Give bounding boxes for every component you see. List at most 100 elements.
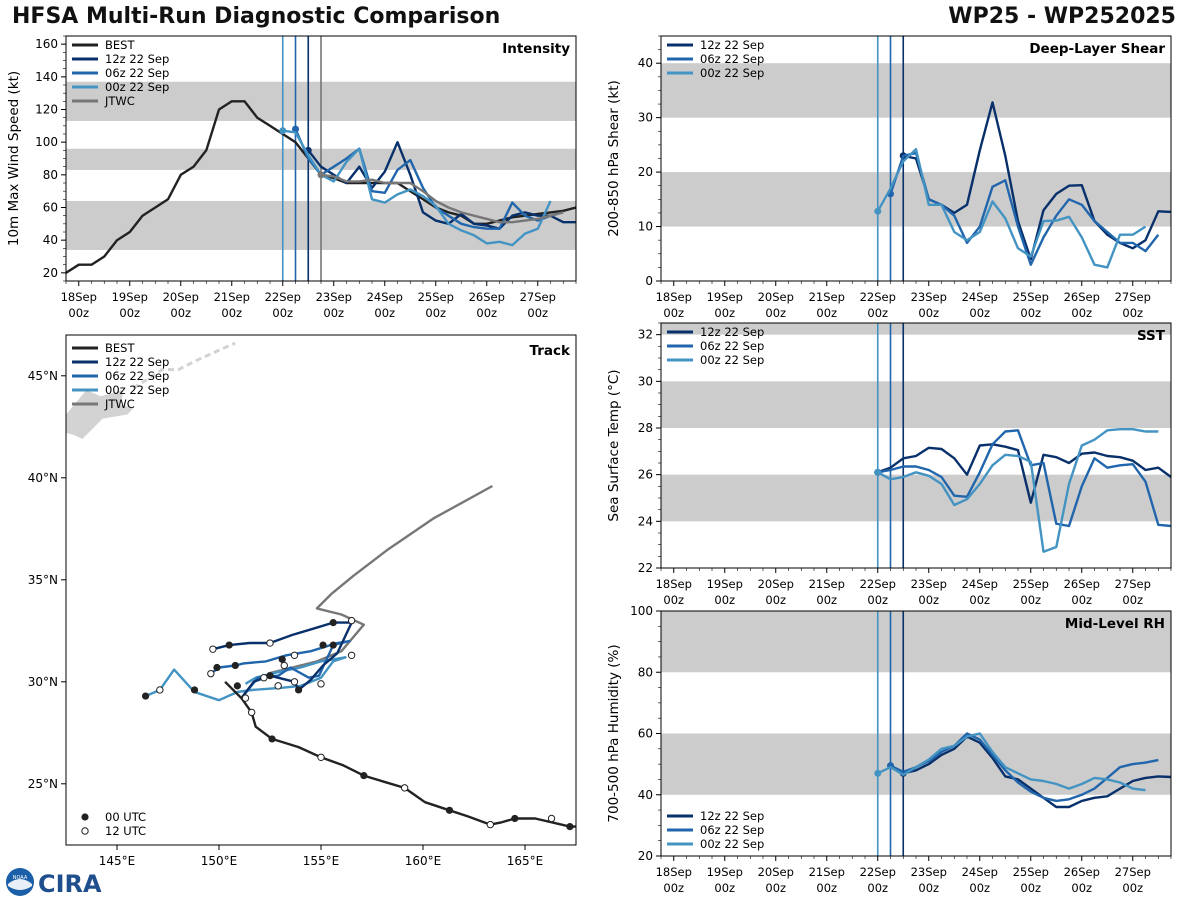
x-tick-sublabel: 00z [867,881,888,895]
x-tick-label: 19Sep [707,577,743,591]
x-tick-label: 22Sep [860,865,896,879]
x-tick-label: 23Sep [911,865,947,879]
x-tick-label: 18Sep [656,865,692,879]
noaa-badge-text: NOAA [13,875,28,881]
threshold-band [661,63,1171,118]
x-tick-sublabel: 00z [714,593,735,607]
marker-legend-swatch [81,827,89,835]
series-line-run06 [889,151,1160,266]
x-tick-sublabel: 00z [765,306,786,320]
chart-title: SST [1137,328,1166,344]
track-point-12utc [547,814,556,823]
track-line-run12 [212,621,353,699]
track-line-jtwc [267,484,493,675]
marker-legend-label: 12 UTC [105,824,146,838]
y-tick-label: 32 [638,328,653,342]
x-tick-sublabel: 00z [1020,306,1041,320]
series-line-run12 [307,140,576,230]
x-tick-label: 21Sep [214,290,250,304]
x-tick-sublabel: 00z [969,881,990,895]
legend-label: JTWC [104,397,135,411]
chart-intensity: 20 40 60 80 100 120 140 160 18Sep 00z 19Sep 00z 20Se… [6,35,577,320]
track-point-12utc [241,694,250,702]
x-tick-sublabel: 00z [663,306,684,320]
track-point-00utc [294,686,303,694]
y-tick-label: 0 [645,274,653,288]
y-axis-label: Sea Surface Temp (°C) [606,369,622,521]
x-tick-sublabel: 00z [969,593,990,607]
x-tick-sublabel: 00z [867,306,888,320]
y-tick-label: 24 [638,514,653,528]
x-tick-sublabel: 00z [765,593,786,607]
x-tick-label: 22Sep [860,290,896,304]
x-tick-label: 22Sep [265,290,301,304]
x-tick-sublabel: 00z [1122,593,1143,607]
legend-label: 12z 22 Sep [700,325,764,339]
x-tick-label: 27Sep [1115,577,1151,591]
track-point-00utc [329,641,337,649]
legend-label: 12z 22 Sep [105,52,169,66]
x-tick-label: 23Sep [911,577,947,591]
track-point-12utc [290,651,299,659]
chart-title: Deep-Layer Shear [1029,41,1165,57]
chart-sst: 22 24 26 28 30 32 18Sep 00z 19Sep 00z 20Sep 00z 21Se… [606,322,1172,607]
x-tick-label: 25Sep [1013,577,1049,591]
x-tick-label: 160°E [405,854,442,868]
legend-label: 12z 22 Sep [700,38,764,52]
track-point-00utc [231,661,239,670]
x-tick-label: 19Sep [707,290,743,304]
chart-title: Mid-Level RH [1065,616,1165,632]
chart-title: Intensity [502,41,570,57]
x-tick-sublabel: 00z [714,306,735,320]
x-tick-sublabel: 00z [476,306,497,320]
page-title: HFSA Multi-Run Diagnostic Comparison [12,4,501,29]
x-tick-label: 18Sep [656,577,692,591]
y-axis-label: 10m Max Wind Speed (kt) [6,71,22,246]
track-point-12utc [247,708,256,717]
x-tick-label: 26Sep [469,290,505,304]
track-point-12utc [266,639,274,647]
track-point-00utc [225,641,233,649]
track-point-00utc [141,692,150,700]
track-point-12utc [207,669,215,678]
series-line-run00 [876,147,1147,269]
x-tick-sublabel: 00z [663,593,684,607]
x-tick-label: 27Sep [520,290,556,304]
plot-frame [65,334,577,846]
x-tick-label: 21Sep [809,290,845,304]
legend-label: 06z 22 Sep [700,339,764,353]
x-tick-sublabel: 00z [170,306,191,320]
series-line-run00 [877,732,1146,792]
track-point-12utc [317,753,325,761]
x-tick-sublabel: 00z [765,881,786,895]
y-tick-label: 40 [638,788,653,802]
x-tick-sublabel: 00z [918,881,939,895]
track-point-12utc [400,784,409,792]
cira-logo: NOAA CIRA [6,868,102,898]
threshold-band [661,733,1171,795]
x-tick-label: 19Sep [707,865,743,879]
x-tick-sublabel: 00z [1122,881,1143,895]
x-tick-sublabel: 00z [1071,593,1092,607]
legend-label: BEST [105,341,135,355]
cira-logo-text: CIRA [38,870,102,898]
x-tick-label: 24Sep [962,865,998,879]
track-point-12utc [260,674,268,682]
x-tick-label: 21Sep [809,577,845,591]
x-tick-label: 145°E [99,854,136,868]
x-tick-sublabel: 00z [425,306,446,320]
y-tick-label: 120 [35,103,58,117]
legend-label: 06z 22 Sep [700,52,764,66]
storm-id: WP25 - WP252025 [948,4,1176,29]
track-point-00utc [213,663,221,672]
track-point-00utc [190,686,199,694]
series-line-run00 [877,428,1159,553]
legend-label: 06z 22 Sep [105,66,169,80]
x-tick-sublabel: 00z [816,306,837,320]
series-group [874,428,1171,553]
series-line-run06 [889,732,1159,803]
series-line-run00 [282,129,552,247]
legend-label: BEST [105,38,135,52]
x-tick-label: 25Sep [418,290,454,304]
